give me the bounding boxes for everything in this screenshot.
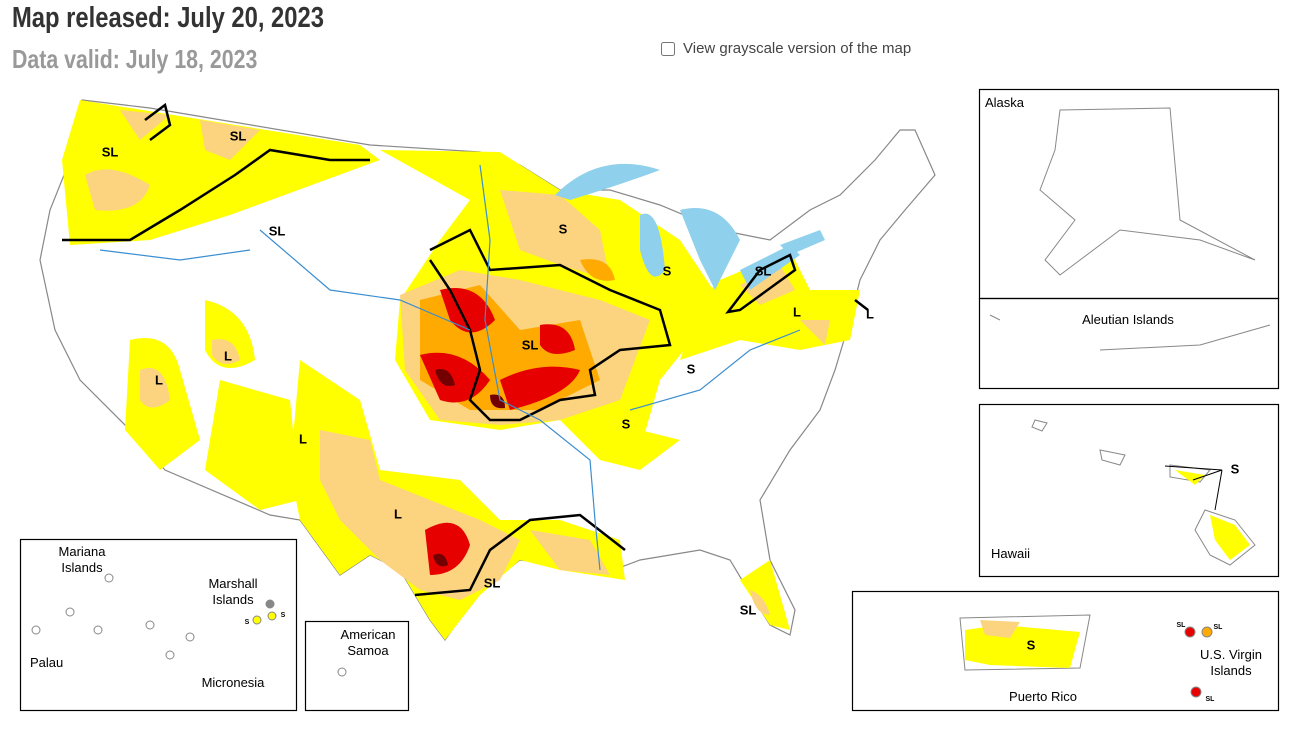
impact-label: L bbox=[394, 506, 402, 521]
inset-name: Marshall Islands bbox=[208, 576, 257, 607]
impact-label: SL bbox=[484, 575, 501, 590]
inset-name-line: Marshall bbox=[208, 576, 257, 591]
inset-name-line: Islands bbox=[212, 592, 254, 607]
grayscale-toggle[interactable]: View grayscale version of the map bbox=[661, 40, 911, 57]
impact-label: S bbox=[1231, 461, 1240, 476]
inset-name-line: Islands bbox=[61, 560, 103, 575]
impact-label: S bbox=[245, 619, 250, 626]
impact-label: SL bbox=[230, 128, 247, 143]
impact-label: L bbox=[793, 304, 801, 319]
impact-label: S bbox=[622, 416, 631, 431]
impact-label: S bbox=[559, 221, 568, 236]
impact-label: SL bbox=[755, 263, 772, 278]
grayscale-checkbox[interactable] bbox=[661, 41, 675, 56]
impact-label: S bbox=[663, 263, 672, 278]
impact-label: SL bbox=[522, 337, 539, 352]
impact-label: SL bbox=[1177, 622, 1187, 629]
impact-label: L bbox=[155, 372, 163, 387]
conus bbox=[39, 99, 936, 642]
inset-name: U.S. Virgin Islands bbox=[1200, 647, 1262, 678]
inset-name: Aleutian Islands bbox=[1082, 312, 1174, 327]
impact-label: SL bbox=[1214, 624, 1224, 631]
drought-areas bbox=[62, 100, 860, 640]
impact-label: L bbox=[866, 306, 874, 321]
inset-name-line: U.S. Virgin bbox=[1200, 647, 1262, 662]
insets bbox=[19, 88, 1280, 712]
inset-name: Alaska bbox=[985, 95, 1025, 110]
impact-label: SL bbox=[1206, 696, 1216, 703]
impact-label: S bbox=[1027, 637, 1036, 652]
title: Map released: July 20, 2023 bbox=[12, 2, 324, 34]
impact-label: S bbox=[281, 612, 286, 619]
inset-name: American Samoa bbox=[341, 627, 396, 658]
inset-name: Mariana Islands bbox=[59, 544, 107, 575]
impact-label: SL bbox=[102, 144, 119, 159]
inset-name: Palau bbox=[30, 655, 63, 670]
inset-name-line: Islands bbox=[1210, 663, 1252, 678]
rivers bbox=[99, 164, 801, 571]
impact-label: SL bbox=[269, 223, 286, 238]
subtitle: Data valid: July 18, 2023 bbox=[12, 44, 258, 74]
inset-name-line: Mariana bbox=[59, 544, 107, 559]
inset-shapes bbox=[31, 107, 1271, 698]
inset-name: Hawaii bbox=[991, 546, 1030, 561]
inset-name-line: Samoa bbox=[347, 643, 389, 658]
impact-label: L bbox=[299, 431, 307, 446]
inset-name-line: American bbox=[341, 627, 396, 642]
inset-name: Puerto Rico bbox=[1009, 689, 1077, 704]
impact-label: L bbox=[224, 348, 232, 363]
impact-label: SL bbox=[740, 602, 757, 617]
impact-label: S bbox=[687, 361, 696, 376]
grayscale-label: View grayscale version of the map bbox=[683, 40, 912, 57]
inset-name: Micronesia bbox=[202, 675, 266, 690]
impact-boundaries bbox=[62, 102, 869, 597]
